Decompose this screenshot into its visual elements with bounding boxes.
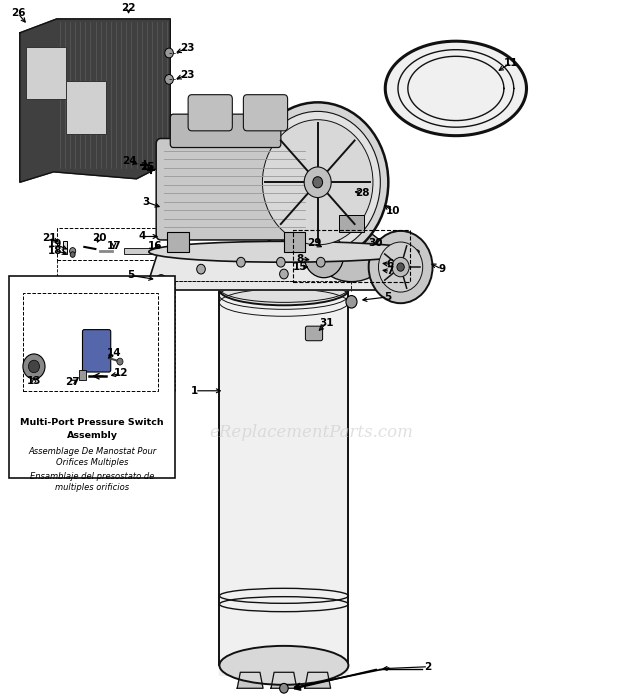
Bar bbox=[79, 370, 86, 380]
Bar bbox=[66, 82, 106, 133]
Circle shape bbox=[69, 248, 76, 255]
Polygon shape bbox=[237, 672, 263, 688]
Bar bbox=[124, 248, 161, 254]
Bar bbox=[293, 230, 410, 282]
Circle shape bbox=[346, 295, 357, 308]
Bar bbox=[219, 290, 348, 665]
Text: multiples orificios: multiples orificios bbox=[55, 483, 130, 492]
Text: 14: 14 bbox=[107, 348, 121, 357]
Bar bbox=[167, 232, 188, 252]
Circle shape bbox=[29, 360, 40, 373]
Circle shape bbox=[237, 258, 246, 267]
Text: Assemblage De Manostat Pour: Assemblage De Manostat Pour bbox=[28, 447, 156, 456]
Text: 29: 29 bbox=[307, 239, 321, 248]
Text: 7: 7 bbox=[386, 266, 394, 276]
Text: 3: 3 bbox=[142, 197, 149, 207]
Polygon shape bbox=[146, 252, 422, 290]
Circle shape bbox=[262, 120, 373, 245]
Circle shape bbox=[277, 258, 285, 267]
Text: 22: 22 bbox=[122, 3, 136, 13]
Circle shape bbox=[304, 167, 331, 198]
Text: 5: 5 bbox=[126, 270, 134, 281]
Ellipse shape bbox=[219, 275, 348, 305]
Circle shape bbox=[392, 258, 409, 277]
Circle shape bbox=[197, 265, 205, 274]
Text: 4: 4 bbox=[138, 232, 146, 242]
Circle shape bbox=[165, 48, 174, 58]
Text: 15: 15 bbox=[293, 262, 308, 272]
Text: 17: 17 bbox=[107, 241, 121, 251]
Bar bbox=[63, 242, 66, 254]
Bar bbox=[284, 232, 306, 252]
Ellipse shape bbox=[149, 242, 419, 262]
Text: 10: 10 bbox=[386, 207, 401, 216]
Text: 23: 23 bbox=[180, 70, 195, 80]
Bar bbox=[56, 228, 170, 260]
Text: 12: 12 bbox=[114, 369, 128, 378]
Text: 30: 30 bbox=[369, 239, 383, 248]
Ellipse shape bbox=[317, 229, 385, 282]
Ellipse shape bbox=[219, 646, 348, 685]
Text: 9: 9 bbox=[438, 264, 445, 274]
Circle shape bbox=[312, 177, 322, 188]
Text: Assembly: Assembly bbox=[67, 431, 118, 440]
Circle shape bbox=[316, 258, 325, 267]
Text: 25: 25 bbox=[140, 162, 154, 172]
Text: 28: 28 bbox=[355, 188, 369, 198]
Text: Orifices Multiples: Orifices Multiples bbox=[56, 458, 128, 467]
Text: 20: 20 bbox=[92, 233, 107, 243]
Text: Multi-Port Pressure Switch: Multi-Port Pressure Switch bbox=[20, 417, 164, 426]
FancyBboxPatch shape bbox=[306, 326, 322, 341]
Text: 24: 24 bbox=[122, 156, 136, 166]
Polygon shape bbox=[271, 672, 297, 688]
Text: 13: 13 bbox=[27, 376, 41, 386]
Circle shape bbox=[70, 252, 75, 258]
Circle shape bbox=[369, 231, 433, 303]
Polygon shape bbox=[305, 672, 330, 688]
FancyBboxPatch shape bbox=[188, 95, 232, 131]
Text: 23: 23 bbox=[180, 43, 195, 53]
Circle shape bbox=[165, 75, 174, 84]
Text: 1: 1 bbox=[191, 386, 198, 396]
Bar bbox=[339, 215, 364, 232]
Text: 5: 5 bbox=[384, 292, 391, 302]
Polygon shape bbox=[20, 19, 171, 182]
Polygon shape bbox=[385, 41, 526, 135]
Text: 21: 21 bbox=[42, 233, 56, 243]
FancyBboxPatch shape bbox=[244, 95, 288, 131]
Circle shape bbox=[247, 103, 388, 262]
Circle shape bbox=[117, 358, 123, 365]
Text: 8: 8 bbox=[297, 254, 304, 264]
Text: 31: 31 bbox=[320, 318, 334, 327]
Text: Ensamblaje del presostato de: Ensamblaje del presostato de bbox=[30, 473, 154, 482]
Text: 6: 6 bbox=[386, 259, 394, 269]
Circle shape bbox=[397, 263, 404, 272]
FancyBboxPatch shape bbox=[170, 114, 281, 147]
Circle shape bbox=[280, 683, 288, 693]
FancyBboxPatch shape bbox=[156, 138, 313, 240]
Circle shape bbox=[255, 112, 380, 253]
Circle shape bbox=[156, 275, 167, 287]
Circle shape bbox=[280, 269, 288, 279]
Text: 18: 18 bbox=[48, 246, 62, 256]
Circle shape bbox=[23, 354, 45, 379]
Text: eReplacementParts.com: eReplacementParts.com bbox=[210, 424, 414, 441]
Text: 26: 26 bbox=[11, 8, 25, 18]
Text: 16: 16 bbox=[148, 241, 162, 251]
Circle shape bbox=[304, 233, 343, 278]
Bar bbox=[9, 276, 175, 477]
Text: 27: 27 bbox=[64, 378, 79, 387]
Bar bbox=[26, 47, 66, 99]
FancyBboxPatch shape bbox=[82, 329, 111, 372]
Text: 2: 2 bbox=[425, 662, 432, 671]
Text: 19: 19 bbox=[48, 239, 62, 249]
Text: 11: 11 bbox=[504, 58, 518, 68]
Bar bbox=[23, 293, 158, 391]
Circle shape bbox=[378, 242, 423, 292]
